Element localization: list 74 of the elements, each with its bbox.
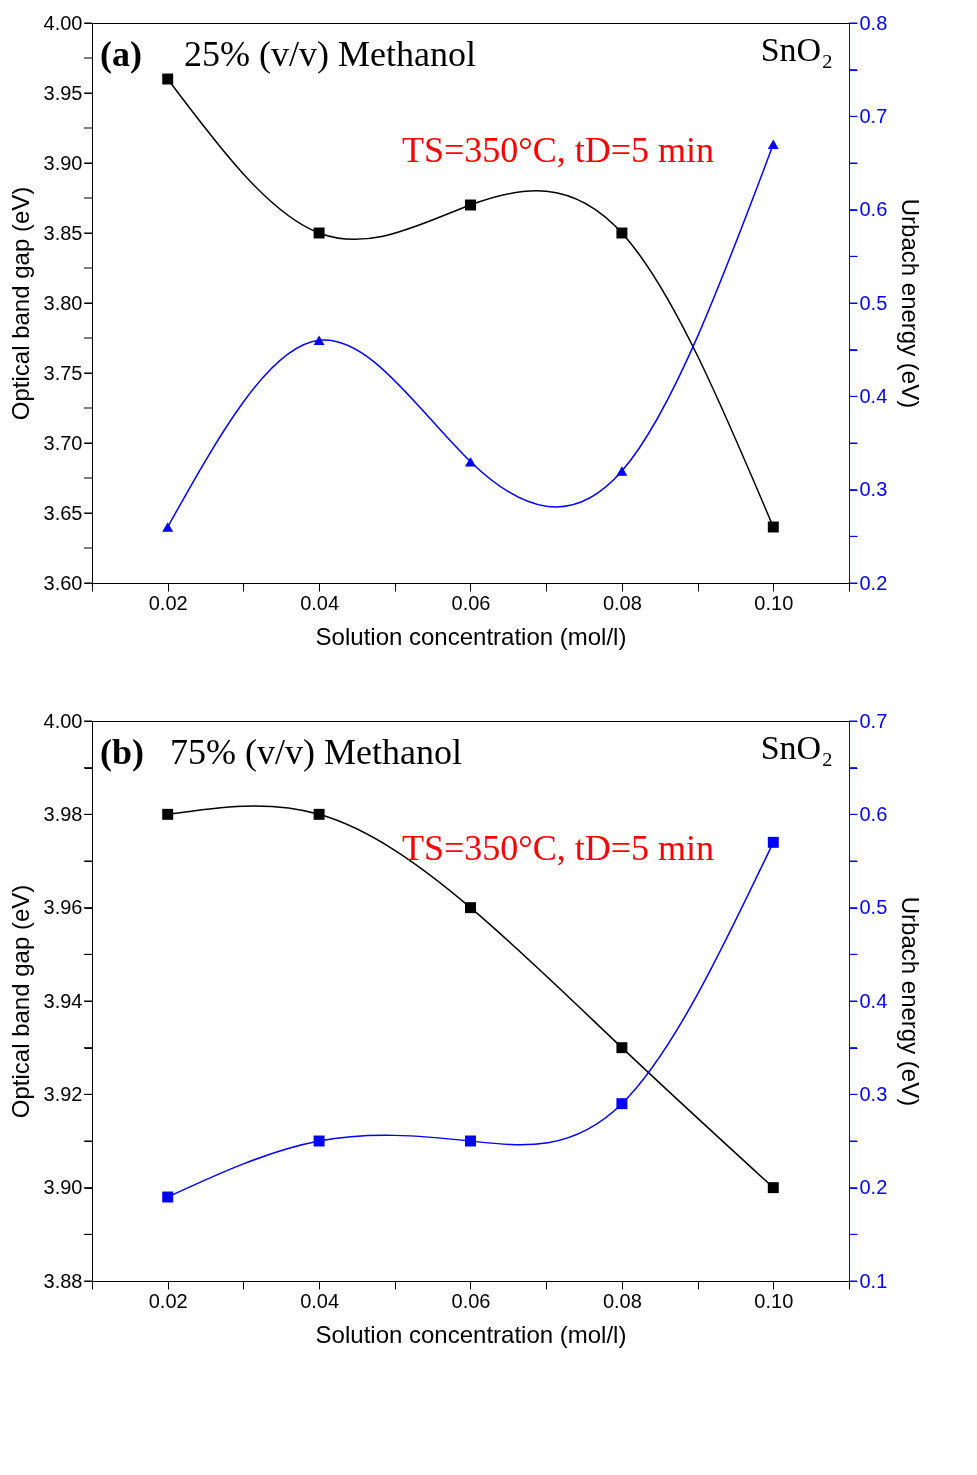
x-axis-title: Solution concentration (mol/l) (315, 1320, 627, 1348)
point (162, 1191, 174, 1203)
annotation: 25% (v/v) Methanol (184, 34, 476, 74)
y-axis-title: Optical band gap (eV) (6, 884, 34, 1119)
y2-tick-label: 0.6 (859, 802, 888, 825)
y2-tick-label: 0.5 (859, 896, 888, 919)
y2-tick-label: 0.2 (859, 571, 888, 594)
annotation: (a) (100, 34, 142, 74)
x-axis-title: Solution concentration (mol/l) (315, 622, 627, 650)
y-tick-label: 4.00 (43, 11, 83, 34)
y2-tick-label: 0.4 (859, 989, 888, 1012)
point (767, 139, 779, 150)
x-tick-label: 0.02 (148, 591, 188, 614)
point (616, 227, 628, 239)
point (162, 808, 174, 820)
y-tick-label: 3.65 (43, 501, 83, 524)
x-tick-label: 0.08 (602, 1289, 642, 1312)
annotation: 75% (v/v) Methanol (170, 732, 462, 772)
point (313, 227, 325, 239)
y-tick-label: 3.90 (43, 1176, 83, 1199)
y-tick-label: 3.90 (43, 151, 83, 174)
point (767, 1182, 779, 1194)
x-tick-label: 0.10 (754, 591, 794, 614)
x-tick-label: 0.02 (148, 1289, 188, 1312)
x-tick-label: 0.06 (451, 591, 491, 614)
y2-tick-label: 0.2 (859, 1176, 888, 1199)
y-tick-label: 3.75 (43, 361, 83, 384)
y-tick-label: 3.95 (43, 81, 83, 104)
annotation: SnO₂ (760, 729, 833, 766)
y2-tick-label: 0.7 (859, 104, 888, 127)
y2-tick-label: 0.3 (859, 478, 888, 501)
point (767, 521, 779, 533)
point (465, 456, 476, 467)
y2-tick-label: 0.1 (859, 1269, 888, 1292)
x-tick-label: 0.06 (451, 1289, 491, 1312)
x-tick-label: 0.04 (300, 591, 340, 614)
y-tick-label: 3.96 (43, 896, 83, 919)
y-tick-label: 3.94 (43, 989, 83, 1012)
point (313, 808, 325, 820)
annotation: TS=350°C, tD=5 min (401, 130, 714, 170)
y2-tick-label: 0.5 (859, 291, 888, 314)
point (313, 1135, 325, 1147)
point (313, 335, 325, 346)
y-tick-label: 3.88 (43, 1269, 83, 1292)
y-tick-label: 3.70 (43, 431, 83, 454)
point (616, 1098, 628, 1110)
point (162, 73, 174, 85)
point (465, 1135, 476, 1147)
annotation: (b) (100, 732, 144, 772)
y2-tick-label: 0.8 (859, 11, 888, 34)
x-tick-label: 0.04 (300, 1289, 340, 1312)
point (616, 466, 628, 476)
y-tick-label: 3.80 (43, 291, 83, 314)
y2-tick-label: 0.3 (859, 1082, 888, 1105)
y-axis-title: Optical band gap (eV) (6, 186, 34, 421)
x-tick-label: 0.10 (754, 1289, 794, 1312)
y2-axis-title: Urbach energy (eV) (897, 896, 925, 1107)
point (616, 1042, 628, 1054)
y2-tick-label: 0.4 (859, 384, 888, 407)
y2-tick-label: 0.7 (859, 709, 888, 732)
point (465, 902, 476, 914)
x-tick-label: 0.08 (602, 591, 642, 614)
annotation: TS=350°C, tD=5 min (401, 828, 714, 868)
y-tick-label: 4.00 (43, 709, 83, 732)
y-tick-label: 3.60 (43, 571, 83, 594)
y-tick-label: 3.92 (43, 1082, 83, 1105)
y2-axis-title: Urbach energy (eV) (897, 198, 925, 409)
point (162, 522, 174, 532)
point (465, 199, 476, 211)
y2-tick-label: 0.6 (859, 198, 888, 221)
point (767, 836, 779, 848)
y-tick-label: 3.85 (43, 221, 83, 244)
y-tick-label: 3.98 (43, 802, 83, 825)
annotation: SnO₂ (760, 31, 833, 68)
